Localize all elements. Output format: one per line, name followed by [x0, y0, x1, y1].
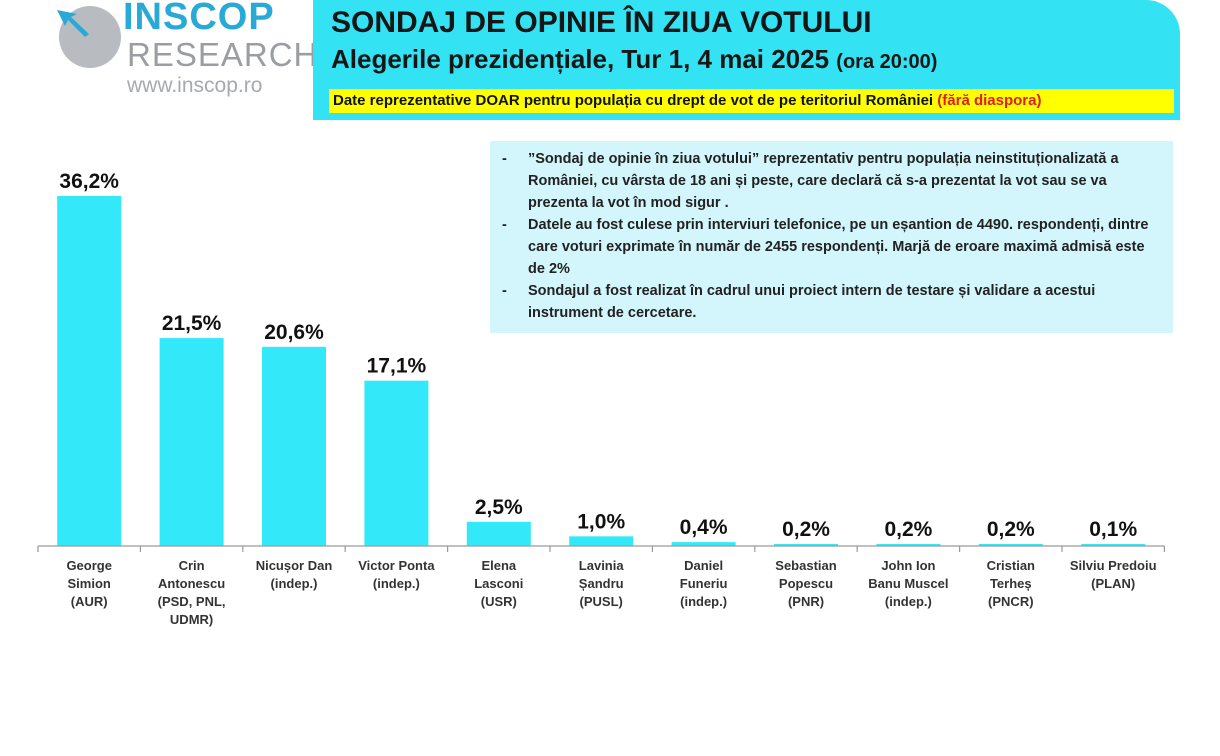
- category-label: Daniel Funeriu (indep.): [680, 558, 728, 609]
- data-label: 1,0%: [577, 510, 625, 533]
- data-label: 2,5%: [475, 496, 523, 519]
- notice-red-text: (fără diaspora): [937, 92, 1042, 109]
- category-label: Crin Antonescu (PSD, PNL, UDMR): [158, 558, 226, 627]
- bar: [57, 196, 122, 546]
- inscop-logo: INSCOP RESEARCH www.inscop.ro: [55, 0, 319, 110]
- category-label: Elena Lasconi (USR): [474, 558, 523, 609]
- subtitle-text: Alegerile prezidențiale, Tur 1, 4 mai 20…: [331, 44, 830, 74]
- category-label: Sebastian Popescu (PNR): [775, 558, 836, 609]
- bar: [671, 542, 736, 546]
- logo-url: www.inscop.ro: [127, 74, 263, 97]
- bar-chart: 36,2% George Simion (AUR) 21,5% Crin Antonescu…: [37, 170, 1166, 627]
- bar: [262, 346, 326, 546]
- subtitle-time: (ora 20:00): [836, 51, 938, 73]
- data-label: 0,2%: [884, 518, 932, 541]
- data-label: 0,2%: [782, 518, 830, 541]
- data-label: 36,2%: [59, 170, 119, 193]
- bar: [774, 544, 838, 546]
- bar: [159, 338, 224, 546]
- data-label: 0,2%: [987, 518, 1035, 541]
- category-label: John Ion Banu Muscel (indep.): [868, 558, 948, 609]
- methodology-item: ”Sondaj de opinie în ziua votului” repre…: [500, 148, 1159, 214]
- notice-bar: Date reprezentative DOAR pentru populați…: [329, 89, 1174, 113]
- bar: [364, 380, 429, 546]
- bar: [1081, 544, 1146, 546]
- methodology-box: ”Sondaj de opinie în ziua votului” repre…: [490, 141, 1173, 333]
- data-label: 21,5%: [162, 312, 222, 335]
- data-label: 17,1%: [367, 355, 427, 378]
- page-title: SONDAJ DE OPINIE ÎN ZIUA VOTULUI: [331, 6, 872, 39]
- notice-text: Date reprezentative DOAR pentru populați…: [333, 92, 934, 109]
- methodology-item: Datele au fost culese prin interviuri te…: [500, 214, 1159, 280]
- bar: [978, 544, 1043, 546]
- logo-subtitle: RESEARCH: [127, 36, 319, 73]
- page-subtitle: Alegerile prezidențiale, Tur 1, 4 mai 20…: [331, 44, 937, 75]
- bar: [876, 544, 941, 546]
- category-label: Lavinia Șandru (PUSL): [579, 558, 625, 609]
- methodology-item: Sondajul a fost realizat în cadrul unui …: [500, 280, 1159, 324]
- data-label: 0,4%: [680, 516, 728, 539]
- methodology-list: ”Sondaj de opinie în ziua votului” repre…: [500, 148, 1159, 324]
- category-label: Silviu Predoiu (PLAN): [1070, 558, 1157, 591]
- bar: [466, 521, 531, 546]
- data-label: 20,6%: [264, 321, 324, 344]
- category-label: George Simion (AUR): [66, 558, 112, 609]
- category-label: Cristian Terheș (PNCR): [987, 558, 1035, 609]
- logo-arrow-icon: [57, 10, 89, 37]
- category-label: Nicușor Dan (indep.): [256, 558, 333, 591]
- header-banner: SONDAJ DE OPINIE ÎN ZIUA VOTULUI Alegeri…: [313, 0, 1180, 120]
- bar: [569, 536, 634, 546]
- logo-name: INSCOP: [123, 0, 275, 38]
- data-label: 0,1%: [1089, 518, 1137, 541]
- category-label: Victor Ponta (indep.): [358, 558, 435, 591]
